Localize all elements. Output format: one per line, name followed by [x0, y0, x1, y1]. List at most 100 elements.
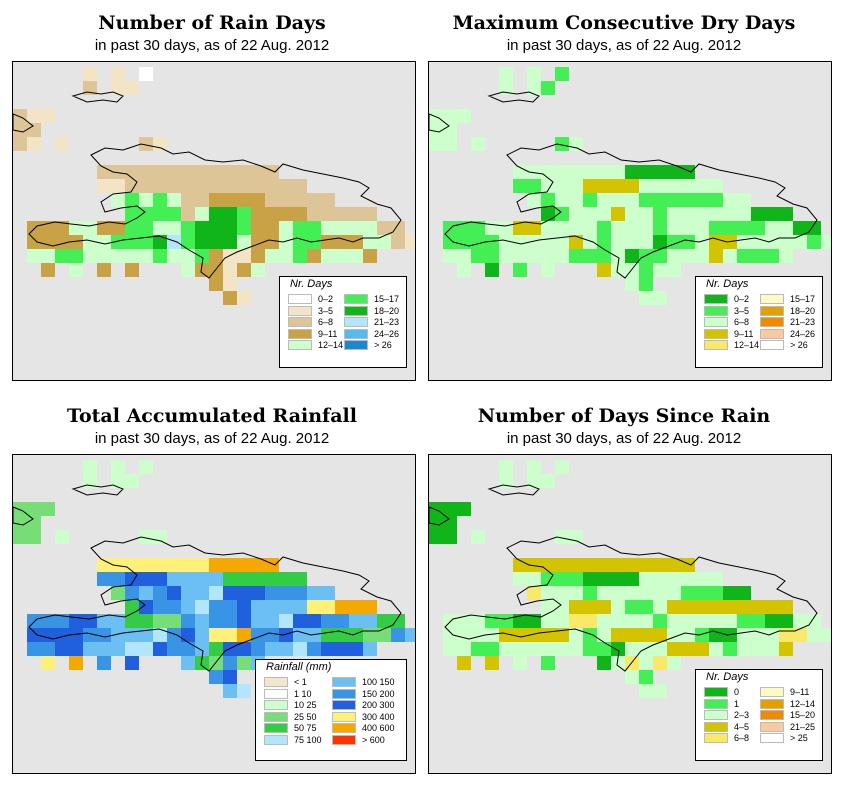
- grid-cell: [13, 123, 27, 137]
- grid-cell: [335, 600, 377, 614]
- grid-cell: [363, 642, 377, 656]
- grid-cell: [13, 502, 27, 516]
- legend-label: 3–5: [318, 305, 334, 316]
- grid-cell: [555, 193, 569, 207]
- grid-cell: [737, 235, 779, 249]
- grid-cell: [307, 249, 321, 263]
- grid-cell: [321, 249, 363, 263]
- grid-cell: [737, 221, 765, 235]
- legend-label: > 600: [362, 734, 385, 745]
- grid-cell: [69, 263, 83, 277]
- legend-swatch: [288, 328, 312, 339]
- legend-swatch: [344, 294, 368, 304]
- grid-cell: [639, 263, 653, 277]
- legend-swatch: [344, 317, 368, 327]
- coastline: [429, 91, 818, 279]
- legend-label: 4–5: [734, 721, 750, 732]
- grid-cell: [597, 628, 611, 642]
- grid-cell: [69, 656, 83, 670]
- grid-cell: [639, 656, 653, 670]
- grid-cell: [181, 628, 195, 642]
- grid-cell: [513, 572, 541, 586]
- grid-cell: [251, 207, 307, 221]
- grid-cell: [321, 235, 363, 249]
- grid-cell: [527, 628, 569, 642]
- grid-cell: [125, 600, 139, 614]
- grid-cell: [429, 502, 443, 516]
- grid-cell: [55, 249, 83, 263]
- grid-cell: [695, 235, 709, 249]
- grid-cell: [597, 221, 611, 235]
- grid-cell: [265, 642, 293, 656]
- grid-cell: [513, 558, 625, 572]
- grid-cell: [307, 586, 335, 600]
- grid-cell: [307, 193, 335, 207]
- panel-title: Number of Rain Days: [98, 12, 326, 34]
- grid-cell: [583, 642, 611, 656]
- legend-label: 75 100: [294, 734, 322, 745]
- grid-cell: [695, 614, 709, 628]
- grid-cell: [167, 193, 181, 207]
- grid-cell: [625, 642, 639, 656]
- grid-cell: [555, 586, 569, 600]
- legend-swatch: [264, 700, 288, 710]
- grid-cell: [195, 642, 209, 656]
- grid-cell: [125, 221, 153, 235]
- grid-cell: [779, 235, 807, 249]
- grid-cell: [69, 614, 97, 628]
- legend-item: 3–5: [704, 305, 749, 317]
- legend-label: 15–17: [374, 294, 400, 304]
- grid-cell: [335, 207, 377, 221]
- legend-label: 21–23: [374, 317, 400, 327]
- map-max-dry-days: Nr. Days 0–2 3–5 6–8 9–11 12–14 15–17 18–20 21–…: [428, 61, 832, 381]
- grid-cell: [443, 530, 457, 544]
- legend-item: 15–20: [760, 710, 815, 721]
- grid-cell: [597, 656, 611, 670]
- grid-cell: [41, 263, 55, 277]
- grid-cell: [527, 235, 569, 249]
- grid-cell: [405, 235, 415, 249]
- grid-cell: [237, 221, 251, 235]
- grid-cell: [321, 614, 349, 628]
- legend-item: 4–5: [704, 721, 750, 733]
- legend-label: 12–14: [734, 340, 760, 350]
- legend-label: 24–26: [374, 328, 400, 339]
- grid-cell: [457, 656, 471, 670]
- legend-swatch: [332, 700, 356, 710]
- grid-cell: [251, 642, 265, 656]
- grid-cell: [653, 221, 667, 235]
- legend-item: > 600: [332, 734, 385, 746]
- grid-cell: [625, 614, 653, 628]
- grid-cell: [443, 221, 485, 235]
- legend-label: 9–11: [790, 687, 810, 697]
- legend-swatch: [704, 317, 728, 327]
- grid-cell: [723, 193, 751, 207]
- grid-cell: [153, 614, 181, 628]
- grid-cell: [667, 614, 695, 628]
- coastline: [13, 91, 402, 279]
- legend-label: 24–26: [790, 328, 816, 339]
- legend-swatch: [704, 328, 728, 339]
- grid-cell: [195, 600, 209, 614]
- legend-label: 150 200: [362, 688, 395, 699]
- grid-cell: [111, 474, 125, 488]
- grid-cell: [611, 249, 625, 263]
- grid-cell: [695, 628, 709, 642]
- grid-cell: [167, 249, 195, 263]
- grid-cell: [181, 221, 195, 235]
- grid-cell: [195, 207, 209, 221]
- grid-cell: [153, 642, 167, 656]
- grid-cell: [27, 614, 69, 628]
- grid-cell: [209, 600, 237, 614]
- grid-cell: [569, 249, 583, 263]
- grid-cell: [223, 291, 237, 305]
- legend-swatch: [344, 328, 368, 339]
- grid-cell: [611, 600, 625, 614]
- grid-cell: [209, 221, 237, 235]
- grid-cell: [779, 628, 807, 642]
- grid-cell: [597, 263, 611, 277]
- legend-label: 9–11: [318, 328, 338, 339]
- legend-swatch: [332, 711, 356, 722]
- grid-cell: [443, 614, 485, 628]
- grid-cell: [527, 460, 541, 474]
